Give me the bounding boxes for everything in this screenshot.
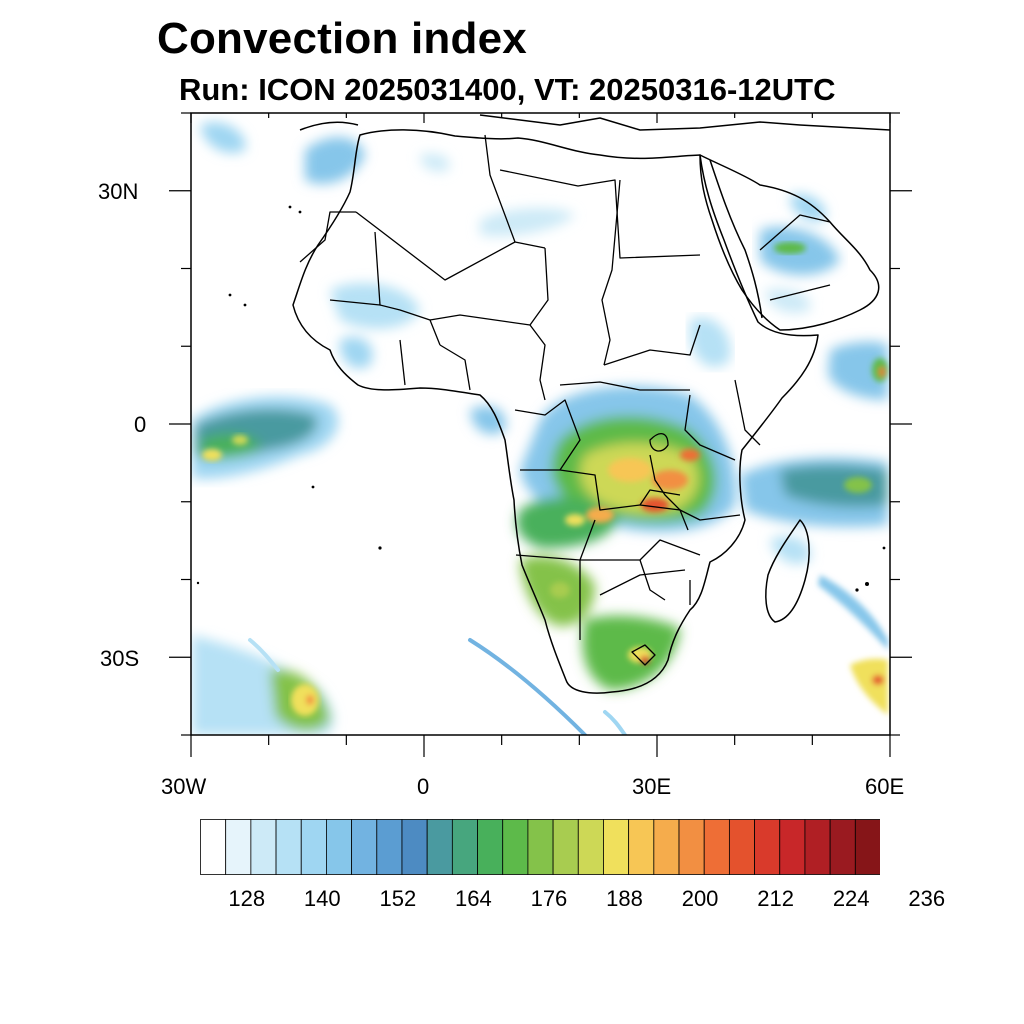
colorbar-label: 164	[455, 886, 492, 911]
colorbar-label: 236	[908, 886, 946, 911]
colorbar-label: 152	[379, 886, 417, 911]
colorbar-label: 188	[606, 886, 643, 911]
colorbar-swatch	[275, 819, 302, 875]
colorbar-label: 176	[530, 886, 568, 911]
colorbar-swatch	[552, 819, 579, 875]
chart-subtitle: Run: ICON 2025031400, VT: 20250316-12UTC	[179, 72, 836, 107]
colorbar-label: 212	[757, 886, 794, 911]
lon-label-0: 0	[417, 774, 430, 799]
lat-label-30n: 30N	[98, 179, 139, 204]
axis-ticks	[169, 112, 912, 757]
islands	[196, 205, 886, 592]
colorbar-swatch	[200, 819, 227, 875]
colorbar-swatch	[250, 819, 277, 875]
colorbar-labels: 128 140 152 164 176 188 200 212 224 236	[0, 888, 1024, 918]
lon-label-30w: 30W	[161, 774, 207, 799]
colorbar-swatch	[779, 819, 806, 875]
lat-label-0: 0	[134, 412, 147, 437]
colorbar-swatch	[854, 819, 880, 875]
colorbar-swatch	[477, 819, 504, 875]
colorbar-label: 128	[228, 886, 266, 911]
colorbar-swatch	[502, 819, 529, 875]
colorbar-swatch	[653, 819, 680, 875]
colorbar-swatch	[804, 819, 831, 875]
africa-convection-map	[169, 112, 912, 757]
colorbar-swatch	[703, 819, 730, 875]
colorbar-label: 140	[303, 886, 341, 911]
lon-label-60e: 60E	[865, 774, 905, 799]
map-area	[191, 113, 890, 735]
chart-title: Convection index	[157, 14, 527, 63]
colorbar-swatch	[628, 819, 655, 875]
colorbar-swatch	[351, 819, 378, 875]
colorbar-swatch	[754, 819, 781, 875]
lat-label-30s: 30S	[100, 646, 140, 671]
colorbar-swatch	[225, 819, 252, 875]
colorbar-swatch	[603, 819, 630, 875]
colorbar-swatch	[401, 819, 428, 875]
colorbar-label: 224	[832, 886, 870, 911]
colorbar-swatch	[577, 819, 604, 875]
country-borders	[299, 134, 831, 666]
colorbar-label: 200	[681, 886, 719, 911]
lon-label-30e: 30E	[632, 774, 672, 799]
colorbar-swatch	[376, 819, 403, 875]
colorbar-swatch	[527, 819, 554, 875]
colorbar-swatch	[728, 819, 755, 875]
colorbar-swatch	[678, 819, 705, 875]
colorbar-swatch	[451, 819, 478, 875]
colorbar-swatch	[426, 819, 453, 875]
colorbar-swatch	[300, 819, 327, 875]
colorbar-swatch	[326, 819, 353, 875]
coastlines	[292, 114, 890, 694]
colorbar-swatch	[829, 819, 856, 875]
colorbar	[200, 819, 880, 875]
